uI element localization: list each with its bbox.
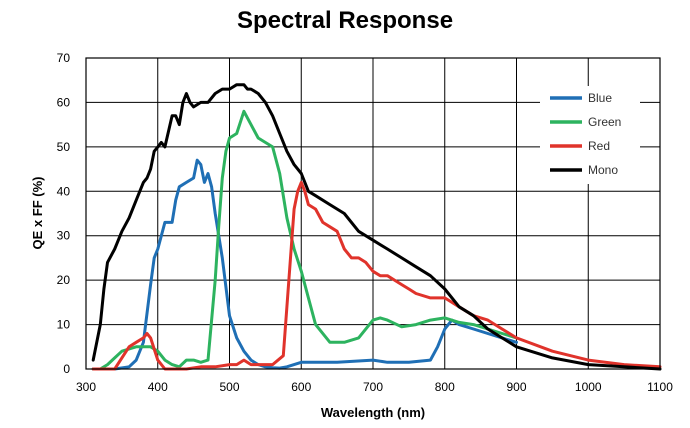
series-blue-line: [91, 158, 518, 371]
x-tick-label: 1100: [647, 380, 673, 394]
y-tick-label: 0: [63, 362, 70, 376]
legend-label-blue: Blue: [588, 91, 612, 105]
plot-frame: [85, 57, 661, 370]
x-axis-label: Wavelength (nm): [321, 405, 425, 420]
data-series: [91, 83, 662, 371]
y-tick-label: 60: [57, 95, 71, 109]
x-tick-label: 800: [435, 380, 455, 394]
x-tick-label: 300: [76, 380, 96, 394]
series-green-line: [91, 109, 518, 371]
legend: Blue Green Red Mono: [540, 86, 640, 184]
y-tick-label: 10: [57, 318, 71, 332]
y-tick-label: 50: [57, 140, 71, 154]
legend-label-green: Green: [588, 115, 621, 129]
y-axis-label: QE x FF (%): [30, 177, 45, 250]
x-tick-label: 500: [219, 380, 239, 394]
legend-box: [540, 86, 640, 184]
y-tick-label: 40: [57, 184, 71, 198]
y-tick-label: 70: [57, 51, 71, 65]
tick-labels: 300 400 500 600 700 800 900 1000 1100 0 10 20 30 40 50…: [57, 51, 674, 394]
series-mono-line: [91, 83, 662, 371]
series-red-line: [91, 180, 662, 371]
y-tick-label: 30: [57, 229, 71, 243]
x-tick-label: 900: [506, 380, 526, 394]
legend-label-red: Red: [588, 139, 610, 153]
x-tick-label: 1000: [575, 380, 602, 394]
y-tick-label: 20: [57, 273, 71, 287]
legend-label-mono: Mono: [588, 163, 618, 177]
x-tick-label: 700: [363, 380, 383, 394]
x-tick-label: 600: [291, 380, 311, 394]
chart-title: Spectral Response: [237, 7, 453, 34]
x-tick-label: 400: [148, 380, 168, 394]
